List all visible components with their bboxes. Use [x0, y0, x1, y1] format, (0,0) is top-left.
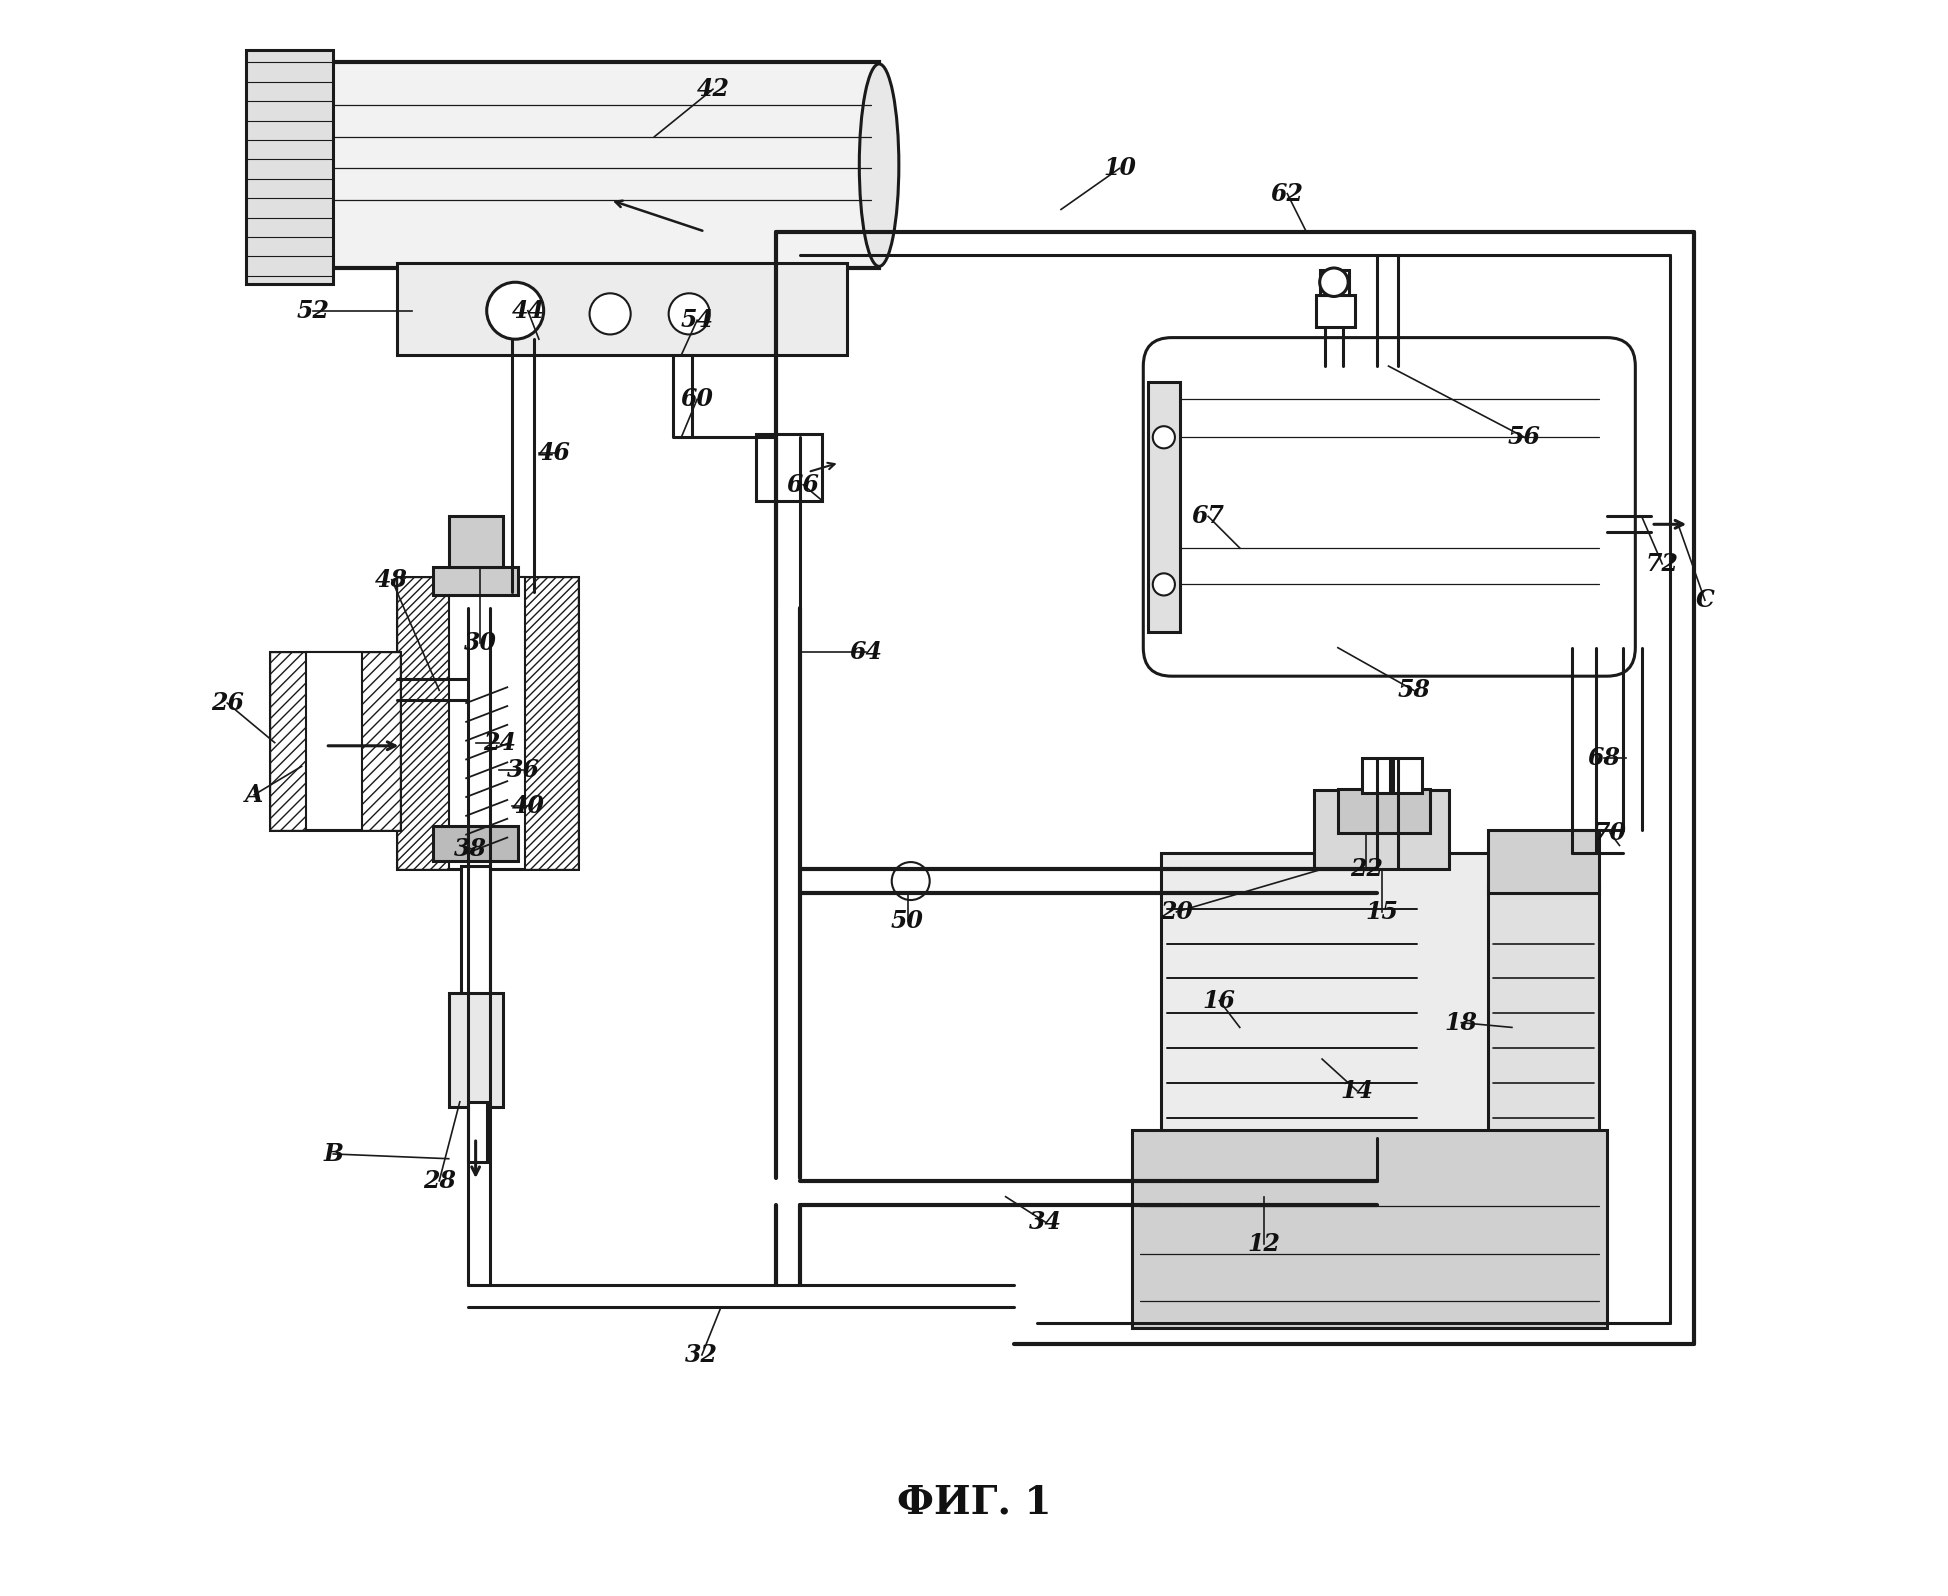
- Text: 18: 18: [1445, 1010, 1479, 1034]
- Bar: [448, 517, 503, 567]
- FancyBboxPatch shape: [1143, 338, 1634, 677]
- Bar: [1132, 1130, 1607, 1328]
- Text: 30: 30: [464, 630, 497, 654]
- Text: 72: 72: [1646, 552, 1679, 576]
- Text: ФИГ. 1: ФИГ. 1: [896, 1483, 1052, 1521]
- Circle shape: [668, 294, 709, 335]
- Text: 58: 58: [1397, 678, 1430, 702]
- Bar: [1321, 270, 1348, 295]
- Circle shape: [1153, 426, 1175, 448]
- Ellipse shape: [859, 64, 898, 267]
- Bar: [325, 62, 879, 268]
- Bar: [1338, 788, 1430, 833]
- Bar: [1315, 295, 1356, 327]
- Text: 44: 44: [510, 298, 543, 322]
- Bar: [245, 49, 333, 284]
- Text: 34: 34: [1029, 1210, 1062, 1234]
- Bar: [756, 434, 822, 501]
- Bar: [397, 576, 579, 870]
- Text: B: B: [323, 1143, 343, 1167]
- Text: 62: 62: [1270, 182, 1303, 206]
- Text: 48: 48: [376, 568, 409, 592]
- Circle shape: [1319, 268, 1348, 297]
- Bar: [1362, 758, 1391, 793]
- Circle shape: [892, 862, 929, 900]
- Text: 28: 28: [423, 1168, 456, 1192]
- Bar: [432, 827, 518, 862]
- Text: 15: 15: [1366, 900, 1399, 924]
- Text: C: C: [1695, 589, 1714, 613]
- Circle shape: [487, 282, 543, 340]
- Text: 22: 22: [1350, 857, 1383, 881]
- Text: 66: 66: [787, 472, 820, 496]
- Circle shape: [590, 294, 631, 335]
- Bar: [462, 867, 489, 996]
- Text: 54: 54: [680, 308, 713, 332]
- Bar: [1161, 854, 1500, 1138]
- Text: 60: 60: [680, 388, 713, 412]
- Text: 26: 26: [210, 691, 244, 715]
- Bar: [468, 1101, 487, 1162]
- Bar: [397, 576, 456, 870]
- Text: 12: 12: [1247, 1232, 1280, 1256]
- Bar: [432, 567, 518, 595]
- Text: A: A: [245, 782, 263, 808]
- Bar: [1315, 790, 1449, 870]
- Bar: [355, 653, 399, 830]
- Text: 32: 32: [686, 1342, 719, 1366]
- Text: 67: 67: [1192, 504, 1225, 528]
- Bar: [1488, 830, 1599, 892]
- Bar: [1147, 381, 1180, 632]
- Text: 68: 68: [1588, 747, 1621, 771]
- Text: 40: 40: [510, 793, 543, 817]
- Text: 64: 64: [849, 640, 882, 664]
- Bar: [397, 263, 847, 354]
- Circle shape: [1153, 573, 1175, 595]
- Text: 10: 10: [1103, 156, 1136, 180]
- Text: 36: 36: [506, 758, 540, 782]
- Bar: [448, 993, 503, 1106]
- Bar: [271, 653, 314, 830]
- Text: 24: 24: [483, 731, 516, 755]
- Bar: [448, 576, 524, 870]
- Text: 14: 14: [1340, 1079, 1373, 1103]
- Text: 70: 70: [1593, 820, 1627, 844]
- Text: 46: 46: [538, 440, 571, 464]
- Text: 56: 56: [1508, 425, 1541, 450]
- Bar: [1393, 758, 1422, 793]
- Text: 20: 20: [1159, 900, 1192, 924]
- Bar: [518, 576, 579, 870]
- Text: 38: 38: [454, 836, 487, 860]
- Bar: [306, 653, 362, 830]
- Text: 52: 52: [296, 298, 329, 322]
- Bar: [1488, 886, 1599, 1138]
- Text: 50: 50: [890, 910, 923, 934]
- Bar: [271, 653, 399, 830]
- Text: 42: 42: [697, 77, 729, 101]
- Text: 16: 16: [1202, 988, 1235, 1012]
